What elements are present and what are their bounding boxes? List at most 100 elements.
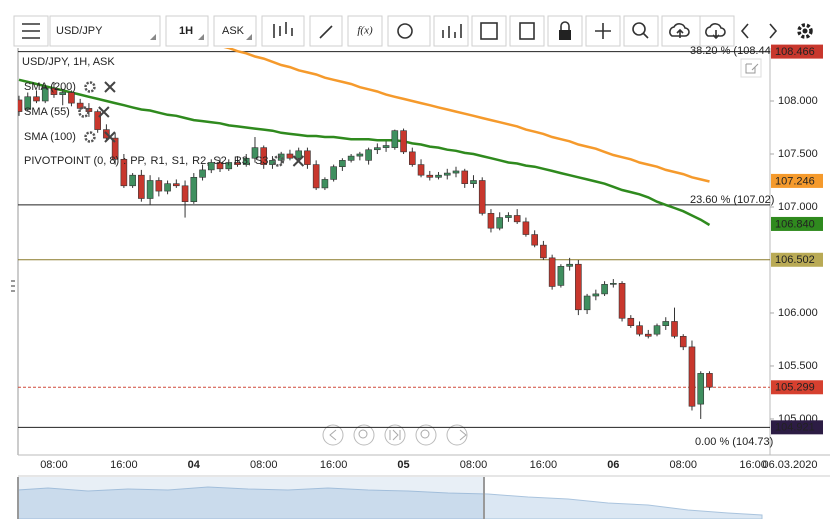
candle-body xyxy=(347,155,355,161)
candle-body xyxy=(688,346,696,407)
download-button[interactable] xyxy=(699,15,735,47)
legend-entry: SMA (100) xyxy=(24,131,76,143)
symbol-text: USD/JPY xyxy=(56,25,103,37)
candle-body xyxy=(679,335,687,348)
nav-zoom-out[interactable] xyxy=(353,424,375,446)
symbol-select[interactable] xyxy=(49,15,161,47)
candle-body xyxy=(417,164,425,176)
candle-body xyxy=(181,185,189,202)
nav-left[interactable] xyxy=(322,424,344,446)
navigator xyxy=(17,475,830,519)
legend-entry: SMA (55) xyxy=(24,106,70,118)
info-icon xyxy=(397,23,413,39)
candle-body xyxy=(470,180,477,184)
candle-body xyxy=(575,263,582,311)
bars-icon xyxy=(442,24,462,38)
x-tick-label: 04 xyxy=(188,459,201,471)
candle-body xyxy=(461,170,469,184)
candle-body xyxy=(592,293,600,297)
candle-body xyxy=(94,111,101,130)
candle-body xyxy=(199,169,206,178)
candle-body xyxy=(662,321,670,326)
indicator-remove[interactable] xyxy=(104,131,116,143)
nav-zoom-in[interactable] xyxy=(415,424,437,446)
indicator-remove[interactable] xyxy=(98,106,110,118)
price-marker xyxy=(771,380,823,395)
fib-label: 0.00 % (104.73) xyxy=(695,436,773,448)
info-button[interactable] xyxy=(387,15,431,47)
price-marker xyxy=(771,44,823,59)
indicator-settings[interactable] xyxy=(272,155,285,167)
prev-button[interactable] xyxy=(740,23,749,39)
x-tick-label: 08:00 xyxy=(40,459,68,471)
price-marker-label: 107.246 xyxy=(775,175,815,187)
report-button[interactable] xyxy=(509,15,545,47)
candle-body xyxy=(295,150,302,159)
volume-button[interactable] xyxy=(433,15,469,47)
candle-body xyxy=(540,244,547,259)
dropdown-corner xyxy=(150,34,156,40)
nav-right[interactable] xyxy=(446,424,468,446)
pivot-part: S2, xyxy=(213,155,230,167)
price-marker xyxy=(771,216,823,231)
candle-body xyxy=(251,147,259,159)
pivot-part: R1, xyxy=(151,155,168,167)
settings-button[interactable] xyxy=(797,23,813,39)
candle-body xyxy=(374,147,381,151)
candle-body xyxy=(443,172,451,176)
nav-glyphs xyxy=(420,429,430,439)
pivot-part: R2, xyxy=(192,155,209,167)
side-select[interactable] xyxy=(213,15,257,47)
dropdown-corner xyxy=(198,34,204,40)
candle-body xyxy=(513,215,521,223)
candle-body xyxy=(138,174,145,199)
candle-body xyxy=(697,373,705,405)
next-button[interactable] xyxy=(769,23,778,39)
candle-body xyxy=(260,147,268,165)
nav-reset[interactable] xyxy=(384,424,406,446)
y-tick-label: 105.500 xyxy=(778,360,818,372)
nav-glyphs xyxy=(358,429,368,439)
report-icon xyxy=(519,22,535,40)
candle-body xyxy=(330,166,337,180)
chart-title: USD/JPY, 1H, ASK xyxy=(22,56,115,68)
indicator-remove[interactable] xyxy=(104,81,116,93)
candle-body xyxy=(312,164,320,189)
price-marker-label: 104.921 xyxy=(775,422,815,434)
price-marker-label: 108.466 xyxy=(775,46,815,58)
zoom-nav xyxy=(322,424,468,446)
y-tick-label: 107.000 xyxy=(778,201,818,213)
indicator-button[interactable] xyxy=(347,15,383,47)
navigator-window[interactable] xyxy=(18,477,484,519)
candle-body xyxy=(321,179,329,189)
interval-select[interactable] xyxy=(165,15,209,47)
candle-body xyxy=(173,183,180,187)
price-marker-label: 106.502 xyxy=(775,254,815,266)
crosshair-icon xyxy=(595,23,611,39)
resize-handle[interactable] xyxy=(11,280,15,292)
candle-body xyxy=(356,153,364,157)
candle-body xyxy=(18,99,23,112)
calendar-button[interactable] xyxy=(471,15,507,47)
indicator-settings[interactable] xyxy=(84,131,96,143)
indicator-remove[interactable] xyxy=(292,155,305,167)
indicator-settings[interactable] xyxy=(78,106,90,118)
x-tick-label: 08:00 xyxy=(250,459,278,471)
calendar-icon xyxy=(480,22,498,40)
interval-text: 1H xyxy=(179,25,193,37)
chart-type-button[interactable] xyxy=(261,15,305,47)
candle-body xyxy=(111,137,119,160)
lock-shackle xyxy=(560,21,570,30)
candle-body xyxy=(234,162,241,165)
candle-body xyxy=(207,162,215,171)
candle-body xyxy=(33,96,40,102)
popout-button[interactable] xyxy=(740,58,762,78)
candle-body xyxy=(382,145,390,148)
x-tick-label: 06 xyxy=(607,459,619,471)
indicator-settings[interactable] xyxy=(84,81,96,93)
candle-body xyxy=(522,221,530,235)
fib-label: 23.60 % (107.02) xyxy=(690,194,774,206)
zoom-button[interactable] xyxy=(623,15,659,47)
price-marker-label: 106.840 xyxy=(775,218,815,230)
candle-body xyxy=(636,325,643,335)
